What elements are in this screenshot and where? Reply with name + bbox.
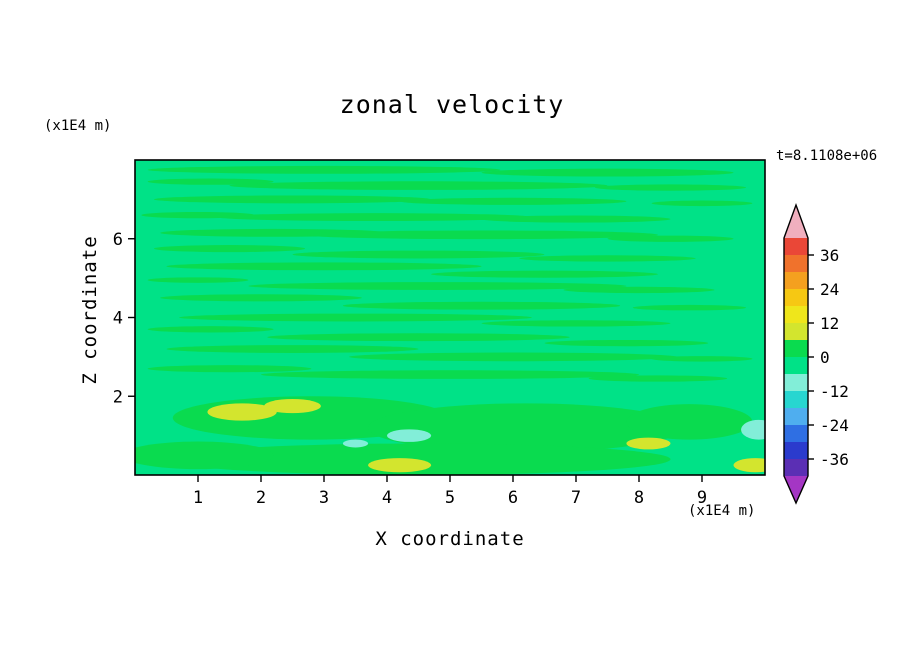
svg-text:9: 9 — [697, 488, 707, 508]
svg-text:5: 5 — [445, 488, 455, 508]
svg-text:6: 6 — [113, 230, 123, 250]
contour-plot-area: 1 2 3 4 5 6 7 8 9 2 4 6 — [113, 159, 766, 508]
x-axis-unit-label: (x1E4 m) — [688, 503, 756, 519]
plot-title: zonal velocity — [339, 90, 565, 119]
svg-text:2: 2 — [113, 387, 123, 407]
svg-text:3: 3 — [319, 488, 329, 508]
svg-text:0: 0 — [820, 348, 830, 367]
svg-text:8: 8 — [634, 488, 644, 508]
svg-text:36: 36 — [820, 246, 839, 265]
svg-text:7: 7 — [571, 488, 581, 508]
svg-text:-36: -36 — [820, 450, 849, 469]
svg-text:12: 12 — [820, 314, 839, 333]
svg-text:4: 4 — [113, 309, 123, 329]
svg-text:1: 1 — [193, 488, 203, 508]
svg-text:6: 6 — [508, 488, 518, 508]
svg-text:2: 2 — [256, 488, 266, 508]
y-axis-title: Z coordinate — [79, 235, 101, 385]
svg-text:-24: -24 — [820, 416, 849, 435]
svg-text:24: 24 — [820, 280, 839, 299]
colorbar: 36 24 12 0 -12 -24 -36 — [783, 202, 849, 505]
y-axis-unit-label: (x1E4 m) — [44, 118, 112, 134]
timestamp-label: t=8.1108e+06 — [776, 148, 878, 164]
svg-text:4: 4 — [382, 488, 392, 508]
svg-text:-12: -12 — [820, 382, 849, 401]
x-axis-title: X coordinate — [375, 528, 525, 550]
